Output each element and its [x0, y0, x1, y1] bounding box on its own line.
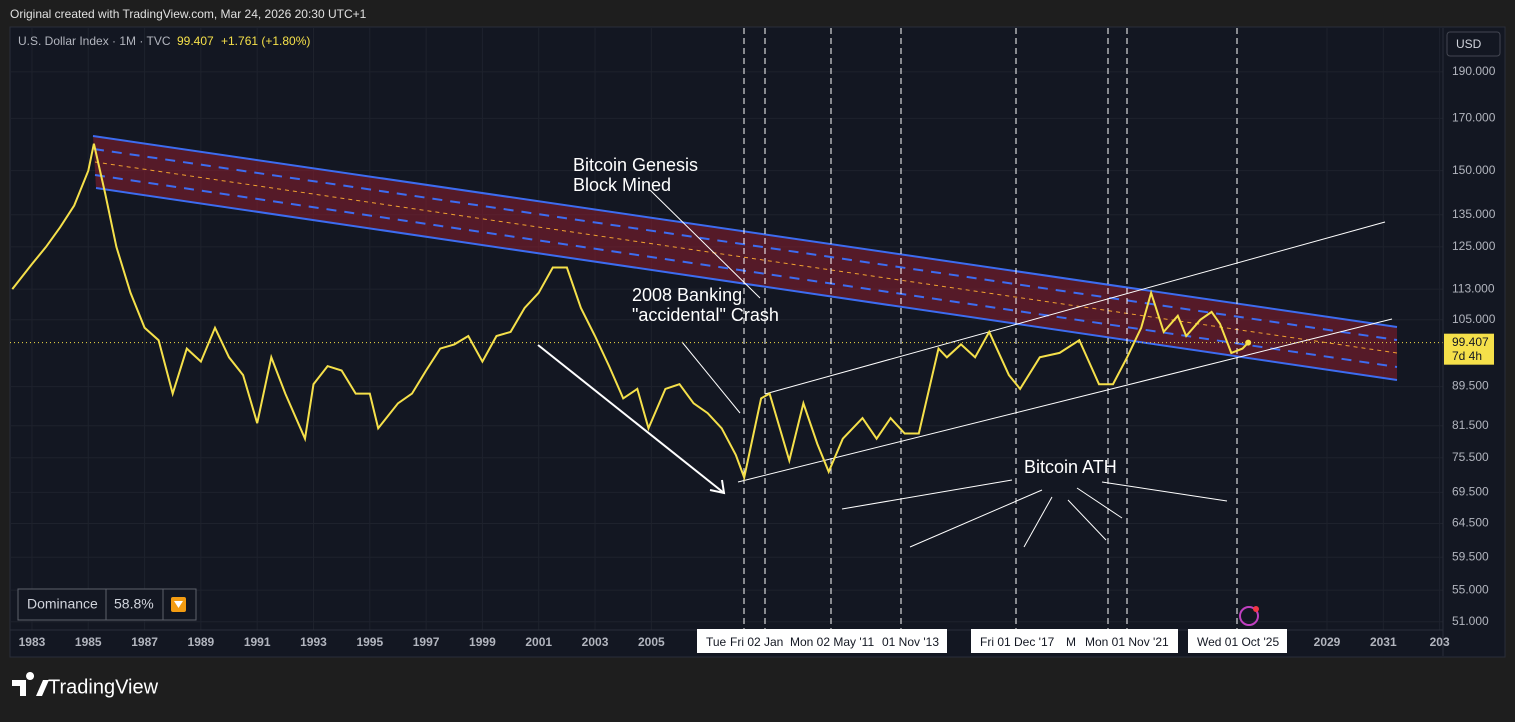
currency[interactable]: USD — [1456, 37, 1482, 51]
date-label: 01 Nov '13 — [882, 635, 939, 649]
date-label: Mon 02 May '11 — [790, 635, 874, 649]
annotation: "accidental" Crash — [632, 305, 779, 325]
annotation: Bitcoin ATH — [1024, 457, 1117, 477]
y-tick-label: 69.500 — [1452, 484, 1489, 498]
date-labels: Tue Fri 02 Jan Mon 02 May '11 01 Nov '13 Fri… — [706, 635, 1279, 649]
channel-dash — [94, 174, 1398, 368]
price-line — [11, 143, 1249, 482]
y-tick-label: 59.500 — [1452, 549, 1489, 563]
date-label: Mon 01 Nov '21 — [1085, 635, 1169, 649]
y-tick-label: 190.000 — [1452, 64, 1496, 78]
arrow — [1076, 487, 1123, 519]
y-tick-label: 81.500 — [1452, 418, 1489, 432]
arrow — [1101, 481, 1228, 502]
drawings — [537, 189, 1393, 548]
y-tick-label: 55.000 — [1452, 582, 1489, 596]
y-tick-label: 105.000 — [1452, 312, 1496, 326]
y-tick-label: 150.000 — [1452, 163, 1496, 177]
x-tick-label: 2031 — [1370, 635, 1397, 649]
down-icon-arrow — [174, 601, 183, 608]
arrow — [841, 479, 1013, 510]
date-label: Wed 01 Oct '25 — [1197, 635, 1279, 649]
date-box — [971, 629, 1178, 653]
arrow — [537, 344, 725, 494]
event-icon[interactable] — [1239, 606, 1259, 626]
grid — [10, 28, 1443, 630]
x-tick-label: 1997 — [413, 635, 440, 649]
last-point — [1245, 339, 1252, 346]
x-tick-label: 1987 — [131, 635, 158, 649]
y-tick-label: 75.500 — [1452, 450, 1489, 464]
y-tick-label: 64.500 — [1452, 516, 1489, 530]
channel-bottom — [95, 187, 1398, 381]
x-tick-label: 1983 — [19, 635, 46, 649]
x-tick-label: 2003 — [582, 635, 609, 649]
credit: Original created with TradingView.com, M… — [10, 7, 367, 21]
date-label: Fri 01 Dec '17 — [980, 635, 1055, 649]
annotation: 2008 Banking — [632, 285, 742, 305]
x-tick-label: 1999 — [469, 635, 496, 649]
channel-dash — [93, 148, 1398, 341]
arrow-head — [709, 479, 726, 495]
date-label: Fri 02 Jan — [730, 635, 783, 649]
date-label: M — [1066, 635, 1076, 649]
date-lines — [743, 28, 1238, 630]
y-tick-label: 113.000 — [1452, 281, 1495, 295]
dominance-box — [17, 588, 197, 621]
y-tick-label: 170.000 — [1452, 111, 1496, 125]
date-label: Tue — [706, 635, 727, 649]
date-box — [1188, 629, 1287, 653]
marks — [10, 143, 1443, 482]
y-tick-label: 51.000 — [1452, 614, 1489, 628]
x-tick-label: 1989 — [188, 635, 215, 649]
price-marker — [1444, 333, 1494, 365]
x-tick-label: 1995 — [356, 635, 383, 649]
arrow — [1067, 499, 1107, 541]
currency-button[interactable] — [1446, 31, 1501, 57]
arrow — [909, 489, 1043, 548]
brand: TradingView — [48, 676, 159, 698]
x-tick-label: 2001 — [525, 635, 552, 649]
arrow — [1023, 496, 1053, 548]
annotation: Block Mined — [573, 175, 671, 195]
dominance-label: Dominance — [27, 596, 98, 612]
channel-top — [92, 135, 1398, 328]
last-value: 99.407 — [177, 34, 214, 48]
x-tick-label: 1993 — [300, 635, 327, 649]
annotation: Bitcoin Genesis — [573, 155, 698, 175]
logo — [12, 672, 49, 696]
date-box — [697, 629, 947, 653]
x-tick-label: 1985 — [75, 635, 102, 649]
x-tick-label: 203 — [1430, 635, 1450, 649]
arrow — [681, 341, 741, 414]
symbol-title: U.S. Dollar Index · 1M · TVC — [18, 34, 171, 48]
trendline — [737, 318, 1393, 483]
countdown: 7d 4h — [1452, 349, 1482, 363]
x-tick-label: 2029 — [1314, 635, 1341, 649]
change: +1.761 (+1.80%) — [221, 34, 310, 48]
x-tick-label: 2005 — [638, 635, 665, 649]
event-dot — [1253, 606, 1259, 612]
y-tick-label: 125.000 — [1452, 239, 1496, 253]
y-tick-label: 135.000 — [1452, 207, 1496, 221]
y-tick-label: 89.500 — [1452, 379, 1489, 393]
dominance-value: 58.8% — [114, 596, 154, 612]
x-tick-label: 1991 — [244, 635, 271, 649]
trendline — [764, 221, 1386, 395]
price-marker-value: 99.407 — [1452, 335, 1489, 349]
arrow — [649, 189, 761, 299]
